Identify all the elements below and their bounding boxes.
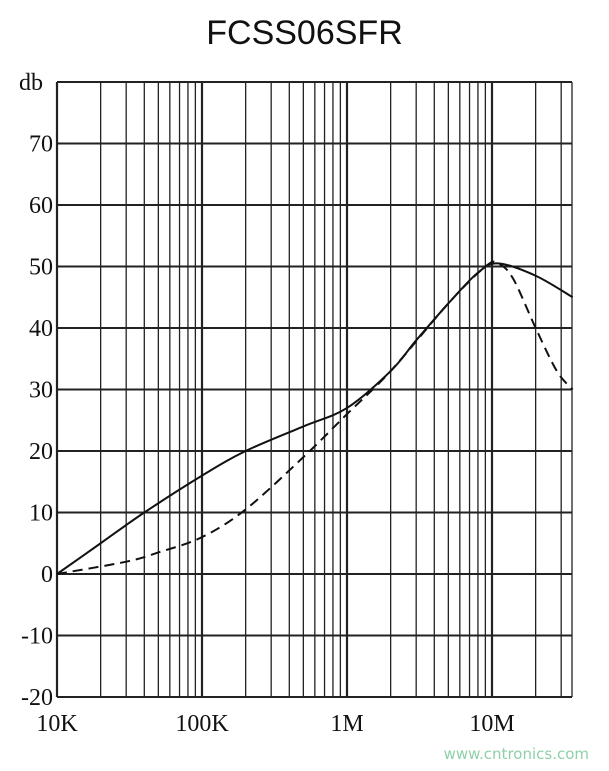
y-tick-label: 40 [29,316,53,342]
grid [55,81,573,698]
y-tick-label: 20 [29,439,53,465]
x-tick-label: 1M [330,711,363,737]
y-tick-label: 50 [29,255,53,281]
y-tick-label: -10 [21,624,53,650]
series-line-solid [56,262,574,575]
x-tick-label: 10M [469,711,514,737]
y-tick-label: 0 [41,562,53,588]
y-axis-label: db [19,70,43,96]
series-line-dashed [56,260,574,575]
y-tick-label: -20 [21,685,53,711]
y-tick-label: 30 [29,378,53,404]
watermark: www.cntronics.com [443,745,589,763]
x-tick-label: 10K [36,711,78,737]
x-tick-label: 100K [175,711,229,737]
y-tick-label: 70 [29,132,53,158]
series-lines [56,260,574,575]
y-tick-label: 60 [29,193,53,219]
chart-title: FCSS06SFR [206,14,403,52]
y-tick-label: 10 [29,501,53,527]
